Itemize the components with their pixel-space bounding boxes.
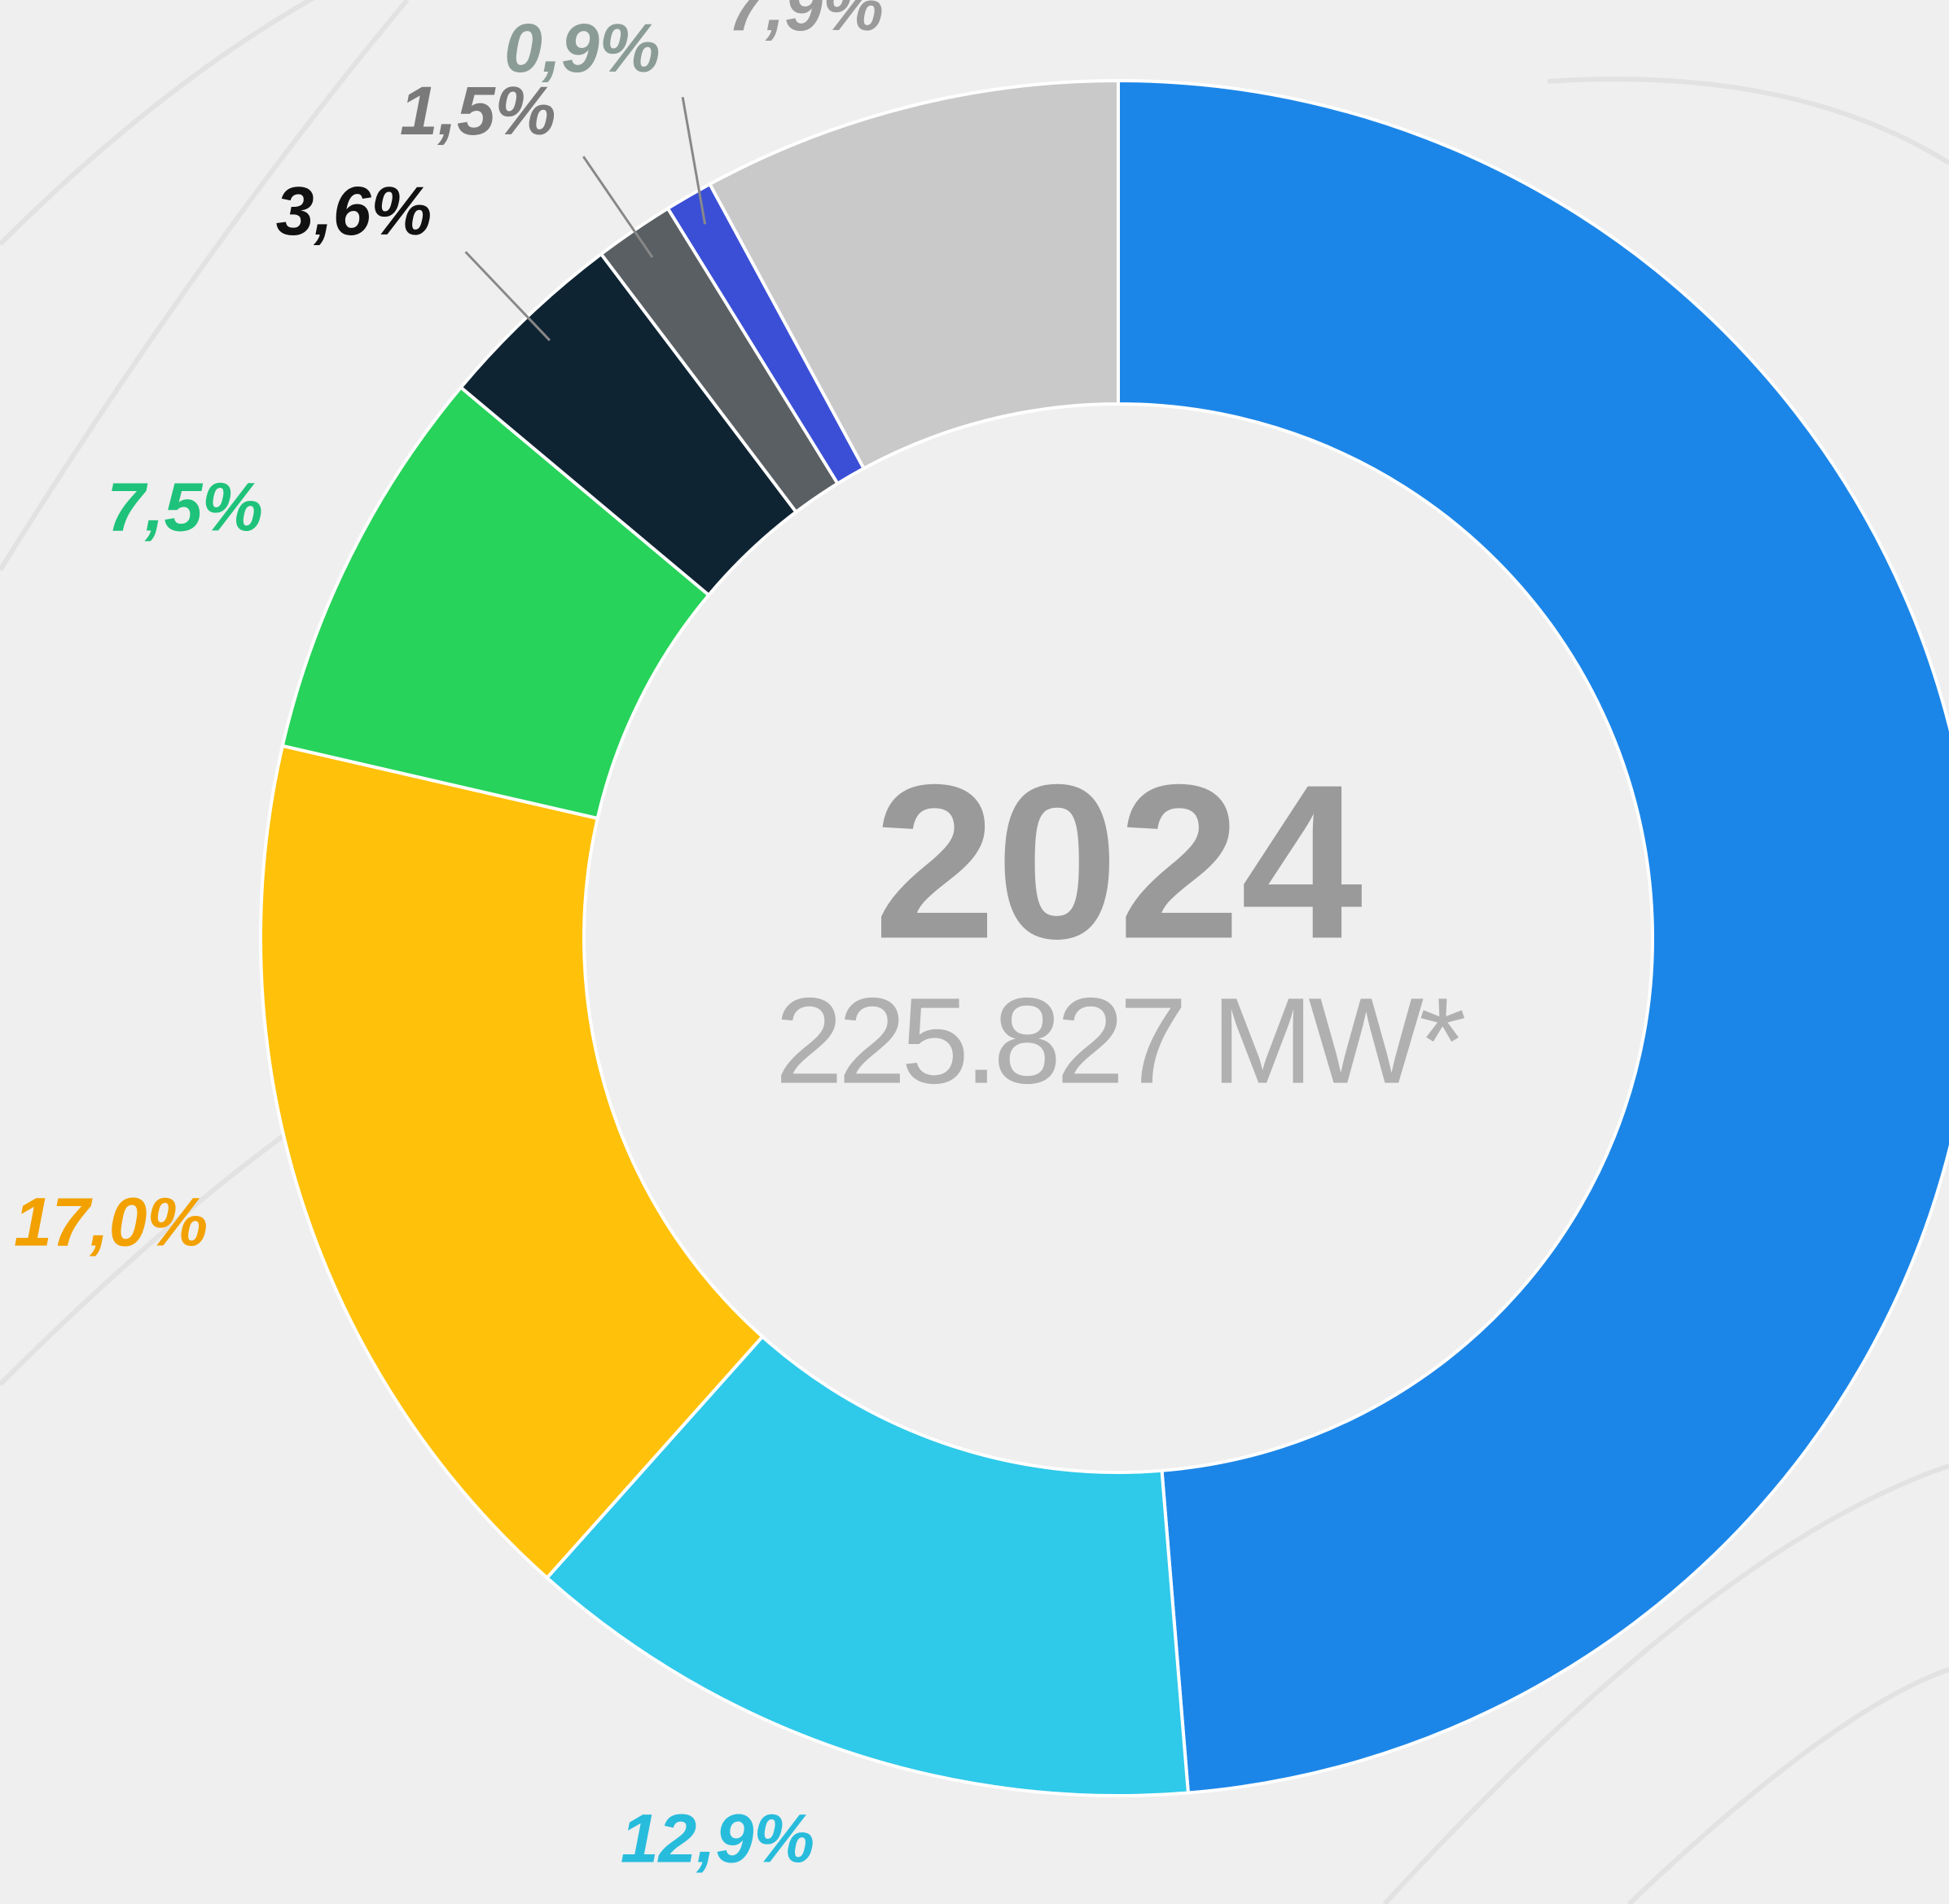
leader-line — [681, 97, 707, 225]
leader-line — [582, 156, 654, 258]
data-label: 3,6% — [276, 173, 432, 249]
leader-line — [464, 251, 551, 341]
data-label: 7,9% — [727, 0, 883, 45]
donut-segment — [1117, 78, 1949, 1795]
donut-segment — [259, 744, 765, 1581]
center-title: 2024 — [874, 739, 1364, 985]
data-label: 7,5% — [107, 469, 262, 546]
data-label: 1,5% — [400, 72, 555, 149]
data-label: 17,0% — [14, 1184, 208, 1261]
data-label: 0,9% — [504, 10, 660, 86]
donut-segment — [544, 1334, 1191, 1797]
donut-segment — [707, 78, 1120, 471]
data-label: 12,9% — [621, 1800, 814, 1876]
center-subtitle: 225.827 MW* — [775, 972, 1465, 1109]
